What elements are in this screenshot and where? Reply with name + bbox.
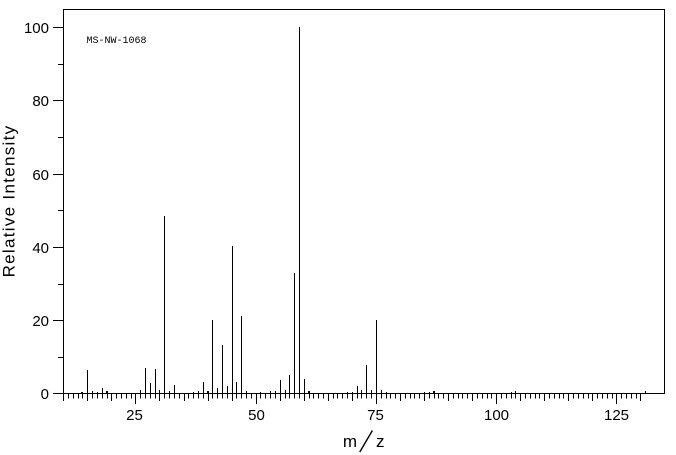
svg-text:z: z xyxy=(376,432,385,451)
svg-text:50: 50 xyxy=(248,407,265,424)
svg-text:MS-NW-1068: MS-NW-1068 xyxy=(87,36,147,47)
svg-text:40: 40 xyxy=(32,240,49,257)
svg-text:100: 100 xyxy=(484,407,509,424)
svg-text:20: 20 xyxy=(32,313,49,330)
svg-text:Relative Intensity: Relative Intensity xyxy=(0,125,19,278)
svg-text:100: 100 xyxy=(24,20,49,37)
svg-text:0: 0 xyxy=(41,386,49,403)
svg-text:25: 25 xyxy=(126,407,143,424)
svg-text:75: 75 xyxy=(367,407,384,424)
svg-text:m: m xyxy=(343,432,357,451)
svg-text:80: 80 xyxy=(32,93,49,110)
svg-text:60: 60 xyxy=(32,167,49,184)
svg-text:125: 125 xyxy=(604,407,629,424)
